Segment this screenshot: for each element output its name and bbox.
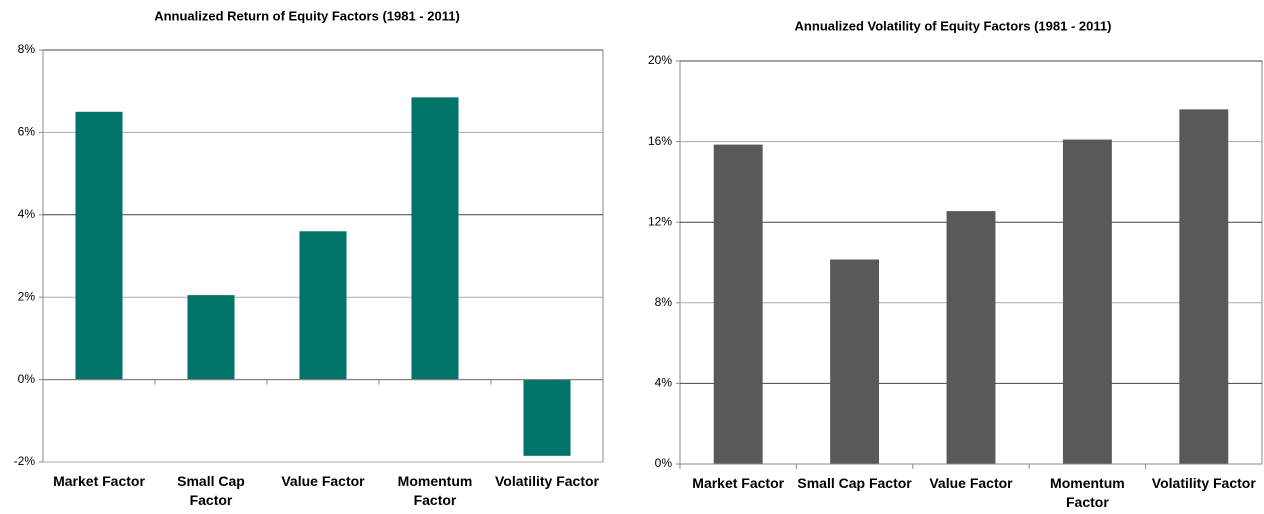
y-tick-label: 20% xyxy=(648,53,672,67)
y-tick-label: 2% xyxy=(18,289,36,303)
x-tick-label: Volatility Factor xyxy=(1151,475,1256,491)
y-tick-label: 6% xyxy=(18,125,36,139)
bar xyxy=(830,259,880,464)
bar xyxy=(1062,139,1112,464)
y-tick-label: 8% xyxy=(655,295,673,309)
bar xyxy=(75,111,123,380)
y-tick-label: 4% xyxy=(18,207,36,221)
y-tick-label: 16% xyxy=(648,134,672,148)
y-tick-label: -2% xyxy=(14,454,36,468)
bar xyxy=(946,211,996,464)
bar xyxy=(1179,109,1229,465)
chart-title: Annualized Volatility of Equity Factors … xyxy=(795,18,1112,33)
x-tick-label: Small Cap Factor xyxy=(797,475,912,491)
chart-title: Annualized Return of Equity Factors (198… xyxy=(154,8,460,23)
x-tick-label: Momentum Factor xyxy=(1050,475,1125,510)
bar xyxy=(299,231,347,380)
x-tick-label: Value Factor xyxy=(281,473,365,489)
x-tick-label: Market Factor xyxy=(692,475,785,491)
y-tick-label: 4% xyxy=(655,376,673,390)
x-tick-label: Momentum Factor xyxy=(397,473,473,508)
x-tick-label: Market Factor xyxy=(53,473,145,489)
bar xyxy=(411,97,459,380)
y-tick-label: 12% xyxy=(648,214,672,228)
x-tick-label: Volatility Factor xyxy=(495,473,599,489)
y-tick-label: 0% xyxy=(18,372,36,386)
bar xyxy=(713,144,763,464)
x-tick-label: Value Factor xyxy=(929,475,1013,491)
bar xyxy=(523,379,571,456)
y-tick-label: 8% xyxy=(18,42,36,56)
x-tick-label: Small Cap Factor xyxy=(177,473,245,508)
y-tick-label: 0% xyxy=(655,456,673,470)
bar xyxy=(187,295,235,380)
